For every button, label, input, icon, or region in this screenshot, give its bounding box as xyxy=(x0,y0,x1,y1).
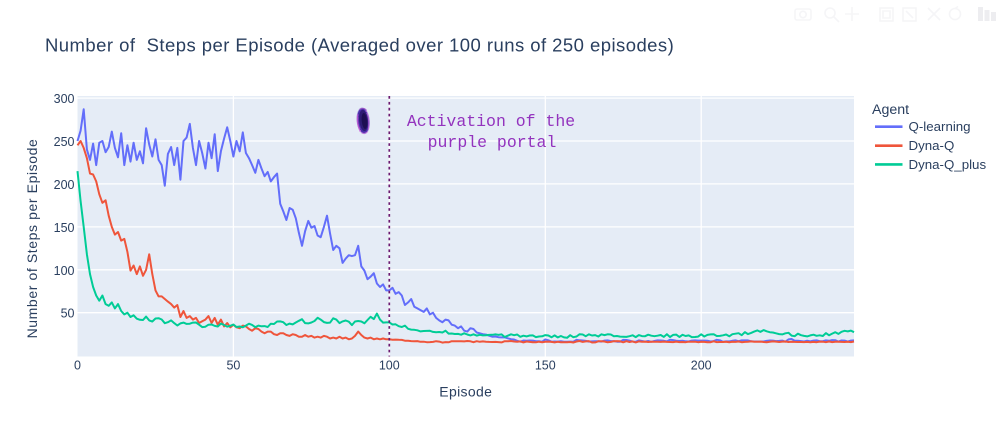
svg-text:Episode: Episode xyxy=(439,384,492,400)
svg-text:Agent: Agent xyxy=(872,102,909,118)
svg-text:0: 0 xyxy=(74,359,81,373)
svg-text:Dyna-Q: Dyna-Q xyxy=(909,138,955,153)
svg-text:200: 200 xyxy=(691,359,712,373)
svg-text:300: 300 xyxy=(54,92,75,106)
svg-text:100: 100 xyxy=(379,359,400,373)
svg-text:Q-learning: Q-learning xyxy=(909,119,971,134)
svg-text:250: 250 xyxy=(54,135,75,149)
svg-text:Number of Steps per Episode: Number of Steps per Episode xyxy=(24,139,40,339)
svg-text:50: 50 xyxy=(61,307,75,321)
svg-text:150: 150 xyxy=(54,221,75,235)
svg-text:50: 50 xyxy=(226,359,240,373)
svg-text:200: 200 xyxy=(54,178,75,192)
svg-text:Number of Steps per Episode (: Number of Steps per Episode (Averaged ov… xyxy=(45,35,674,56)
svg-text:100: 100 xyxy=(54,264,75,278)
svg-text:150: 150 xyxy=(535,359,556,373)
svg-text:purple portal: purple portal xyxy=(428,133,557,152)
svg-text:Dyna-Q_plus: Dyna-Q_plus xyxy=(909,157,987,172)
svg-text:Activation of the: Activation of the xyxy=(407,112,575,131)
